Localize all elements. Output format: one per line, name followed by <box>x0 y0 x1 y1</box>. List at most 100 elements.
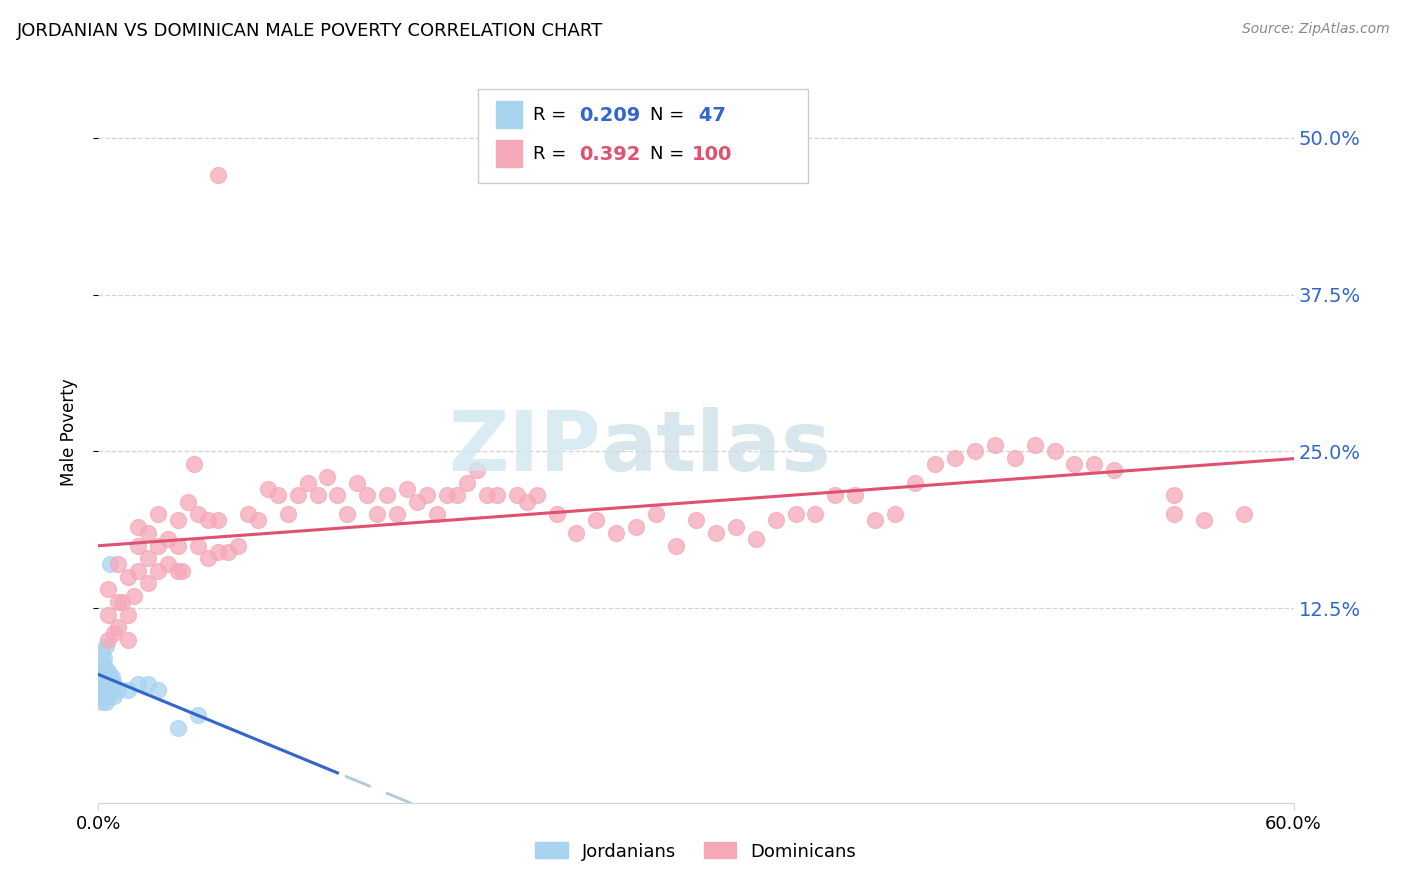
Point <box>217 545 239 559</box>
Point <box>96 682 118 697</box>
Text: 100: 100 <box>692 145 733 164</box>
Point <box>1043 444 1066 458</box>
Point <box>167 721 190 735</box>
Y-axis label: Male Poverty: Male Poverty <box>59 379 77 486</box>
Point <box>785 507 807 521</box>
Point <box>157 533 180 547</box>
Point <box>963 444 986 458</box>
Point <box>197 551 219 566</box>
Text: Source: ZipAtlas.com: Source: ZipAtlas.com <box>1241 22 1389 37</box>
Point <box>136 676 159 690</box>
Point <box>346 475 368 490</box>
Text: 0.392: 0.392 <box>579 145 641 164</box>
Point <box>93 664 115 678</box>
Point <box>943 450 966 465</box>
Point <box>89 676 111 690</box>
Point <box>97 676 120 690</box>
Point <box>1004 450 1026 465</box>
Point <box>117 632 139 647</box>
Point <box>93 670 115 684</box>
Text: JORDANIAN VS DOMINICAN MALE POVERTY CORRELATION CHART: JORDANIAN VS DOMINICAN MALE POVERTY CORR… <box>17 22 603 40</box>
Point <box>103 689 125 703</box>
Point <box>103 626 125 640</box>
Point <box>91 664 114 678</box>
Point <box>336 507 359 521</box>
Point <box>465 463 488 477</box>
Point <box>1024 438 1046 452</box>
Point <box>375 488 398 502</box>
Point <box>148 564 170 578</box>
Point <box>101 676 124 690</box>
Point <box>1104 463 1126 477</box>
Point <box>93 657 115 672</box>
Point <box>127 676 149 690</box>
Point <box>101 682 124 697</box>
Point <box>565 526 588 541</box>
Point <box>111 595 134 609</box>
Point <box>91 682 114 697</box>
Point <box>96 639 118 653</box>
Point <box>157 558 180 572</box>
Text: ZIP: ZIP <box>449 407 600 488</box>
Point <box>177 494 200 508</box>
Point <box>148 539 170 553</box>
Point <box>148 507 170 521</box>
Point <box>1192 513 1215 527</box>
Point <box>127 564 149 578</box>
Point <box>89 664 111 678</box>
Point <box>124 589 146 603</box>
Point <box>97 632 120 647</box>
Point <box>93 676 115 690</box>
Point <box>187 539 209 553</box>
Point <box>107 682 129 697</box>
Point <box>605 526 627 541</box>
Point <box>93 682 115 697</box>
Point <box>97 582 120 597</box>
Point <box>665 539 688 553</box>
Point <box>96 664 118 678</box>
Point <box>136 526 159 541</box>
Point <box>704 526 727 541</box>
Point <box>475 488 498 502</box>
Point <box>277 507 299 521</box>
Point <box>97 682 120 697</box>
Point <box>89 682 111 697</box>
Point <box>197 513 219 527</box>
Point <box>516 494 538 508</box>
Point <box>984 438 1007 452</box>
Point <box>236 507 259 521</box>
Point <box>1083 457 1105 471</box>
Point <box>724 520 747 534</box>
Point <box>107 595 129 609</box>
Point <box>187 708 209 723</box>
Point <box>1063 457 1085 471</box>
Point <box>485 488 508 502</box>
Point <box>89 670 111 684</box>
Point <box>101 670 124 684</box>
Point <box>865 513 887 527</box>
Point <box>267 488 290 502</box>
Point <box>526 488 548 502</box>
Point <box>297 475 319 490</box>
Point <box>91 657 114 672</box>
Text: 47: 47 <box>692 106 725 125</box>
Point <box>148 682 170 697</box>
Point <box>406 494 429 508</box>
Point <box>98 670 122 684</box>
Point <box>1163 488 1185 502</box>
Point <box>117 570 139 584</box>
Point <box>127 539 149 553</box>
Point <box>1163 507 1185 521</box>
Text: R =: R = <box>533 145 572 163</box>
Point <box>307 488 329 502</box>
Point <box>226 539 249 553</box>
Point <box>287 488 309 502</box>
Point <box>366 507 388 521</box>
Text: N =: N = <box>650 145 689 163</box>
Point <box>884 507 907 521</box>
Point <box>904 475 927 490</box>
Point <box>316 469 339 483</box>
Point <box>91 676 114 690</box>
Point <box>91 645 114 659</box>
Text: atlas: atlas <box>600 407 831 488</box>
